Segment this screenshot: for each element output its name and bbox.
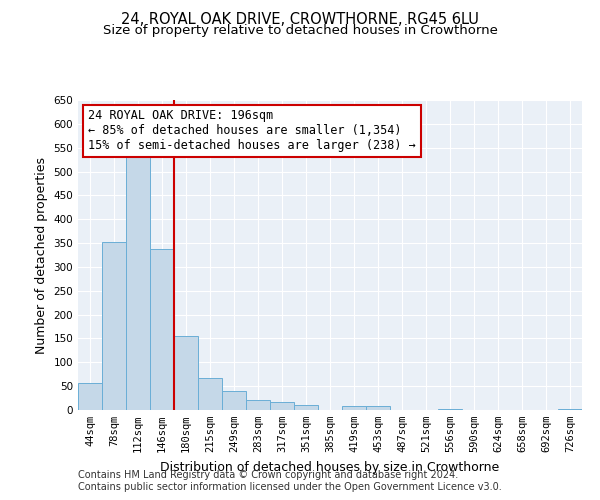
Text: Contains public sector information licensed under the Open Government Licence v3: Contains public sector information licen… [78,482,502,492]
Bar [174,336,198,410]
Bar [198,378,222,410]
Text: 24 ROYAL OAK DRIVE: 196sqm
← 85% of detached houses are smaller (1,354)
15% of s: 24 ROYAL OAK DRIVE: 196sqm ← 85% of deta… [88,110,416,152]
Text: 24, ROYAL OAK DRIVE, CROWTHORNE, RG45 6LU: 24, ROYAL OAK DRIVE, CROWTHORNE, RG45 6L… [121,12,479,28]
Bar [558,408,582,410]
Bar [126,154,150,410]
Bar [150,250,174,410]
Bar [222,391,246,410]
Bar [438,408,462,410]
Bar [342,406,366,410]
Bar [102,242,126,410]
Y-axis label: Number of detached properties: Number of detached properties [35,156,48,354]
Bar [246,400,270,410]
Text: Size of property relative to detached houses in Crowthorne: Size of property relative to detached ho… [103,24,497,37]
Text: Contains HM Land Registry data © Crown copyright and database right 2024.: Contains HM Land Registry data © Crown c… [78,470,458,480]
Bar [366,406,390,410]
Bar [270,402,294,410]
X-axis label: Distribution of detached houses by size in Crowthorne: Distribution of detached houses by size … [160,460,500,473]
Bar [78,383,102,410]
Bar [294,405,318,410]
